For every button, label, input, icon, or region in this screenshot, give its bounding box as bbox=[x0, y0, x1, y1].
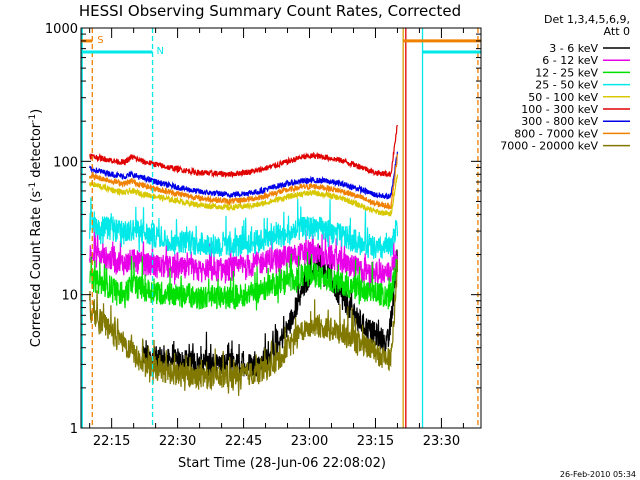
series-layer bbox=[89, 124, 399, 396]
x-tick-label: 22:15 bbox=[93, 434, 130, 449]
legend-header: Det 1,3,4,5,6,9, bbox=[544, 13, 630, 26]
series-line-2 bbox=[89, 227, 399, 290]
x-tick-label: 22:45 bbox=[225, 434, 262, 449]
legend-header: Att 0 bbox=[604, 25, 630, 38]
chart-title: HESSI Observing Summary Count Rates, Cor… bbox=[79, 2, 461, 20]
series-line-8 bbox=[89, 153, 399, 211]
y-tick-label: 1000 bbox=[45, 22, 78, 37]
flag-label-s: S bbox=[97, 35, 103, 46]
series-line-1 bbox=[141, 245, 398, 382]
legend-label: 12 - 25 keV bbox=[535, 66, 598, 79]
legend-label: 50 - 100 keV bbox=[528, 91, 598, 104]
plot-frame bbox=[80, 27, 482, 429]
timestamp: 26-Feb-2010 05:34 bbox=[560, 470, 636, 479]
legend-label: 25 - 50 keV bbox=[535, 79, 598, 92]
y-tick-label: 10 bbox=[61, 289, 78, 304]
annotation-layer: SN bbox=[81, 28, 481, 428]
y-tick-label: 100 bbox=[53, 155, 78, 170]
legend-label: 100 - 300 keV bbox=[521, 103, 598, 116]
legend-label: 3 - 6 keV bbox=[549, 42, 598, 55]
series-line-9 bbox=[89, 259, 399, 396]
x-tick-label: 23:15 bbox=[357, 434, 394, 449]
legend-label: 800 - 7000 keV bbox=[514, 127, 598, 140]
legend-label: 7000 - 20000 keV bbox=[500, 140, 598, 153]
series-line-6 bbox=[89, 124, 399, 179]
series-line-4 bbox=[89, 197, 399, 260]
x-tick-label: 22:30 bbox=[159, 434, 196, 449]
series-line-7 bbox=[89, 151, 399, 200]
flag-label-n: N bbox=[157, 46, 164, 57]
legend-label: 6 - 12 keV bbox=[542, 54, 598, 67]
series-line-3 bbox=[89, 251, 399, 311]
series-line-5 bbox=[89, 174, 399, 217]
x-tick-label: 23:00 bbox=[291, 434, 328, 449]
y-tick-label: 1 bbox=[70, 422, 78, 437]
x-axis-label: Start Time (28-Jun-06 22:08:02) bbox=[178, 456, 386, 471]
x-tick-label: 23:30 bbox=[423, 434, 460, 449]
legend-label: 300 - 800 keV bbox=[521, 115, 598, 128]
axis-layer: 1 10 100 1000 22:15 22:30 22:45 23:00 23:15 23:30 bbox=[45, 22, 481, 449]
y-axis-label: Corrected Count Rate (s-1 detector-1) bbox=[28, 109, 44, 347]
